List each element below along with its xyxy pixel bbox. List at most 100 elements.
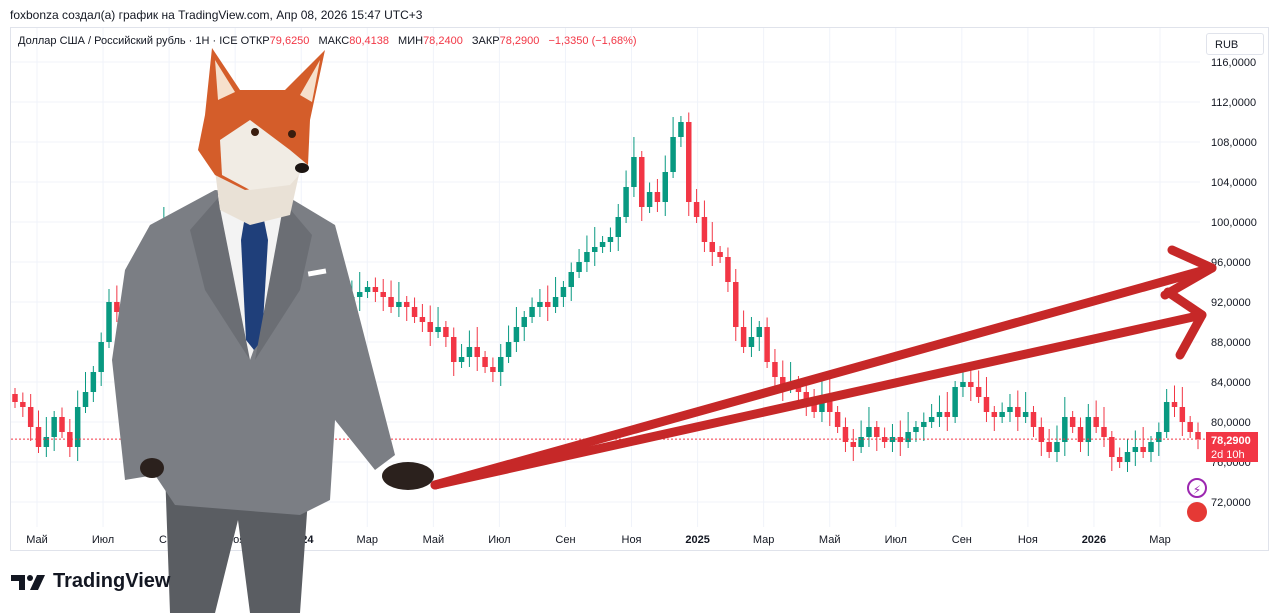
candle-body [1022,412,1029,417]
y-tick-label: 108,0000 [1211,137,1257,149]
y-tick-label: 72,0000 [1211,497,1251,509]
candle-body [968,382,974,387]
x-tick-label: Ноя [622,534,642,546]
last-price-label: 78,2900 2d 10h [1206,432,1258,462]
candle-body [874,427,880,437]
candle-body [106,302,112,342]
lapel-right [255,202,312,360]
y-tick-label: 84,0000 [1211,377,1251,389]
candle-body [819,397,825,412]
chart-frame [10,27,1269,551]
y-tick-label: 88,0000 [1211,337,1251,349]
candle-body [568,272,574,287]
candle-body [67,432,73,447]
candle-body [74,407,81,447]
candle-body [764,327,770,362]
candle-body [1093,417,1099,427]
candle-body [1179,407,1186,422]
candle-body [1195,432,1201,440]
candle-body [584,252,590,262]
candle-body [1116,457,1123,462]
fox-eye-right [288,130,296,138]
tradingview-logo: TradingView [11,570,170,593]
candle-body [921,422,927,427]
open-label: ОТКР [240,35,270,47]
flag-icon[interactable] [1187,502,1207,522]
x-tick-label: Май [819,534,841,546]
candle-body [458,357,465,362]
x-tick-label: Сен [555,534,575,546]
trend-arrows [430,245,1217,490]
tie [241,210,268,350]
y-tick-label: 116,0000 [1211,57,1256,69]
bar-countdown: 2d 10h [1211,449,1245,461]
candle-body [443,327,449,337]
candle-body [1140,447,1146,452]
candle-body [592,247,598,252]
candle-body [693,202,700,217]
candle-body [842,427,849,442]
last-price-value: 78,2900 [1211,435,1251,447]
candle-body [811,402,817,412]
x-tick-label: Ноя [1018,534,1038,546]
candle-body [725,257,731,282]
candle-body [866,427,872,437]
candle-body [59,417,65,432]
x-tick-label: Май [423,534,445,546]
candle-body [427,322,433,332]
candle-body [999,412,1005,417]
x-tick-label: Май [26,534,48,546]
fox-ear-inner-right [300,60,320,102]
candle-body [1015,407,1021,417]
candle-body [1038,427,1045,442]
candle-body [607,237,614,242]
candle-body [1069,417,1076,427]
candle-body [411,307,418,317]
candle-body [983,397,990,412]
low-value: 78,2400 [423,35,463,47]
high-label: МАКС [318,35,350,47]
candle-body [686,122,692,202]
candle-body [803,392,810,402]
candle-body [772,362,778,377]
candle-body [1148,442,1154,452]
candle-body [1171,402,1178,407]
tradingview-logo-icon [11,574,45,590]
candle-body [505,342,512,357]
candle-body [529,307,535,317]
candle-body [364,287,371,292]
candle-body [419,317,426,322]
candle-body [1187,422,1193,432]
candle-body [944,412,951,417]
candle-body [913,427,919,432]
arrow-upper [430,263,1217,490]
candle-body [756,327,763,337]
candle-body [670,137,676,172]
candle-body [780,377,786,387]
candle-body [537,302,543,307]
symbol-legend: Доллар США / Российский рубль · 1Н · ICE… [18,35,643,47]
candle-body [654,192,661,202]
candle-body [98,342,104,372]
candle-body [20,402,26,407]
x-tick-label: Июл [885,534,907,546]
symbol-name[interactable]: Доллар США / Российский рубль · 1Н · ICE [18,35,238,47]
change-value: −1,3350 (−1,68%) [548,35,637,47]
candle-body [497,357,504,372]
x-tick-label: Мар [1149,534,1171,546]
close-label: ЗАКР [471,35,500,47]
candle-body [662,172,669,202]
currency-button[interactable]: RUB [1206,33,1264,55]
candle-body [1054,442,1060,452]
candle-body [51,417,57,437]
arrow-lower [430,310,1207,490]
lightning-icon[interactable]: ⚡ [1187,478,1207,498]
y-tick-label: 112,0000 [1211,97,1256,109]
candle-body [1007,407,1013,412]
candle-body [599,242,606,247]
fox-paw-left [140,458,164,478]
y-tick-label: 92,0000 [1211,297,1251,309]
candle-body [827,397,833,412]
x-tick-label: 2025 [685,534,709,546]
